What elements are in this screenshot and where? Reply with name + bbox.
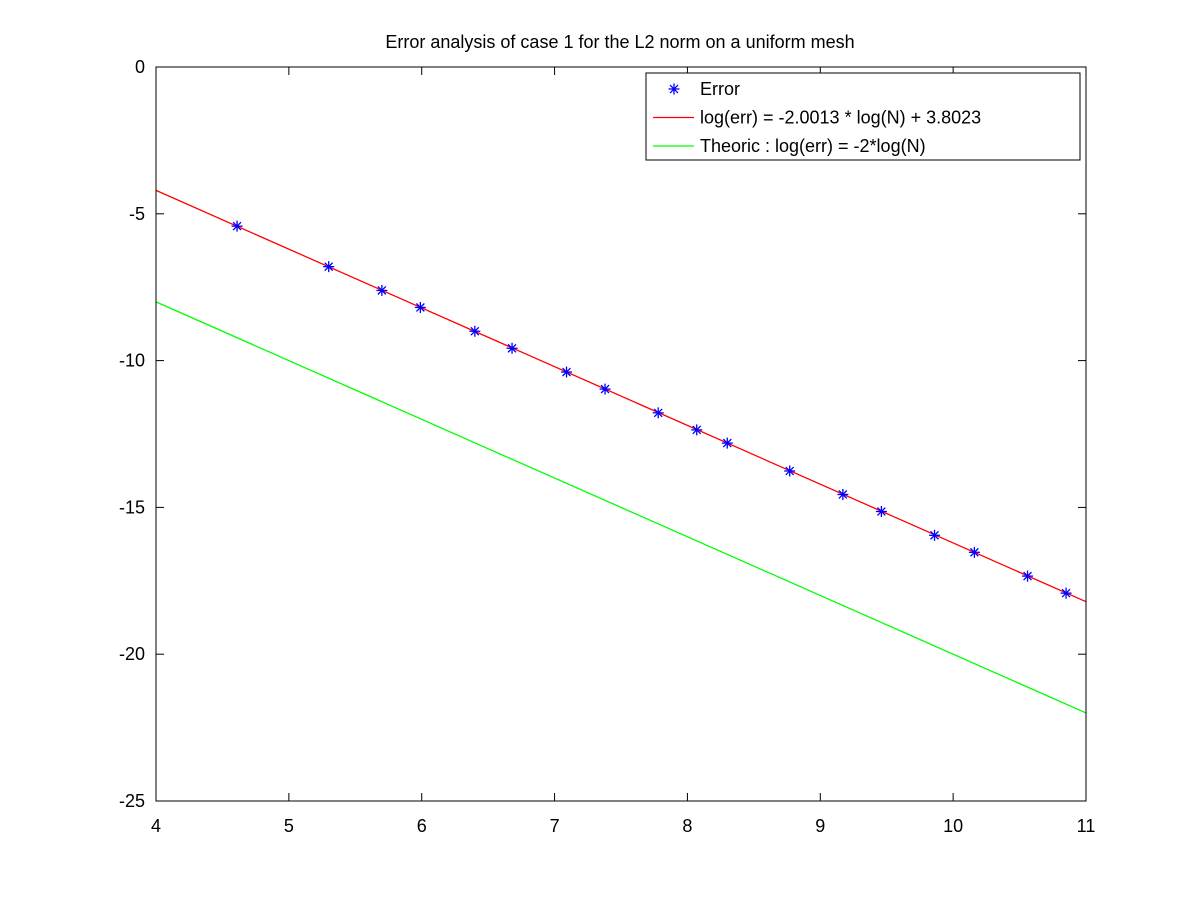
x-tick-label: 5 (284, 816, 294, 836)
data-point (376, 284, 388, 296)
y-tick-label: -15 (119, 497, 145, 517)
data-point (323, 261, 335, 273)
data-point (599, 383, 611, 395)
y-tick-label: -20 (119, 644, 145, 664)
legend-label: Error (700, 79, 740, 99)
legend-marker (668, 83, 680, 95)
y-axis: 0 -5 -10 -15 -20 -25 (119, 57, 1086, 811)
legend-label: Theoric : log(err) = -2*log(N) (700, 136, 926, 156)
x-axis: 4 5 6 7 8 9 10 11 (151, 67, 1095, 836)
x-tick-label: 9 (815, 816, 825, 836)
legend: Error log(err) = -2.0013 * log(N) + 3.802… (645, 72, 1081, 161)
data-point (506, 342, 518, 354)
data-point (968, 546, 980, 558)
x-tick-label: 8 (682, 816, 692, 836)
data-point (231, 220, 243, 232)
legend-box (645, 72, 1081, 161)
data-point (837, 488, 849, 500)
data-point (691, 424, 703, 436)
x-tick-label: 11 (1077, 816, 1096, 836)
plot-frame (155, 66, 1087, 802)
series-line-1 (156, 189, 1086, 603)
y-tick-label: 0 (135, 57, 145, 77)
data-point (929, 529, 941, 541)
data-point (652, 407, 664, 419)
data-point (721, 437, 733, 449)
legend-label: log(err) = -2.0013 * log(N) + 3.8023 (700, 108, 981, 128)
data-point (875, 506, 887, 518)
x-tick-label: 10 (943, 816, 963, 836)
series-line-2 (156, 301, 1086, 714)
x-tick-label: 7 (550, 816, 560, 836)
data-point (1060, 587, 1072, 599)
plot-area (155, 66, 1087, 802)
y-tick-label: -5 (129, 204, 145, 224)
data-point (784, 465, 796, 477)
x-tick-label: 4 (151, 816, 161, 836)
data-point (469, 325, 481, 337)
data-point (561, 366, 573, 378)
data-point (414, 301, 426, 313)
y-tick-label: -25 (119, 791, 145, 811)
y-tick-label: -10 (119, 351, 145, 371)
x-tick-label: 6 (417, 816, 427, 836)
chart-title: Error analysis of case 1 for the L2 norm… (385, 32, 854, 52)
data-point (1022, 570, 1034, 582)
